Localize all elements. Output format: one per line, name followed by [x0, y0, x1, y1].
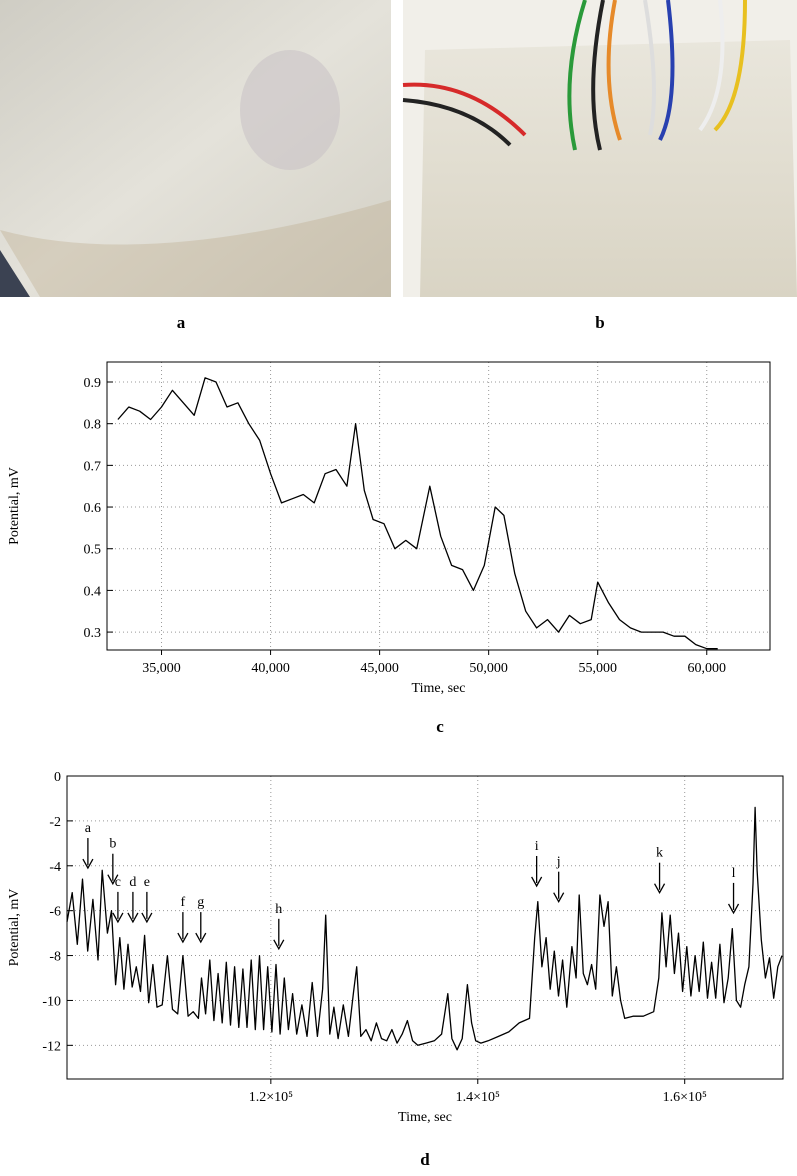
y-tick-label: -4: [49, 860, 61, 875]
y-tick-label: -2: [49, 815, 61, 830]
annotation-label: g: [197, 895, 204, 910]
x-tick-label: 55,000: [578, 661, 617, 676]
y-tick-label: 0: [54, 770, 61, 785]
y-tick-label: 0.9: [84, 376, 102, 391]
data-line: [117, 377, 718, 650]
annotation-label: j: [556, 855, 561, 870]
arrow-head: [112, 912, 124, 924]
annotation-label: i: [535, 839, 539, 854]
y-axis-label: Potential, mV: [7, 467, 22, 545]
data-line: [66, 806, 783, 1051]
y-tick-label: 0.5: [84, 543, 102, 558]
x-tick-label: 50,000: [469, 661, 508, 676]
x-tick-label: 1.4×10⁵: [456, 1090, 500, 1105]
x-tick-label: 35,000: [142, 661, 181, 676]
y-tick-label: -6: [49, 905, 61, 920]
arrow-head: [531, 876, 543, 888]
y-tick-label: 0.7: [84, 459, 102, 474]
arrow-head: [127, 912, 139, 924]
photo-b: [402, 0, 797, 297]
arrow-head: [141, 912, 153, 924]
arrow-head: [653, 883, 666, 895]
plot-frame: [66, 775, 784, 1080]
y-tick-label: 0.4: [84, 584, 102, 599]
panel-label: d: [420, 1150, 430, 1169]
x-tick-label: 45,000: [360, 661, 399, 676]
annotation-label: f: [181, 895, 186, 910]
arrow-head: [195, 932, 207, 944]
photo-a: [0, 0, 391, 297]
annotation-label: l: [732, 866, 736, 881]
annotation-label: c: [115, 875, 121, 890]
y-axis-label: Potential, mV: [7, 889, 22, 967]
arrow-head: [553, 892, 565, 904]
arrow-head: [177, 932, 189, 944]
panel-label: c: [436, 717, 444, 736]
x-tick-label: 40,000: [251, 661, 290, 676]
annotation-label: b: [109, 837, 116, 852]
annotation-label: e: [144, 875, 150, 890]
x-tick-label: 60,000: [688, 661, 727, 676]
panel-label: a: [177, 313, 186, 332]
x-axis-label: Time, sec: [398, 1110, 452, 1125]
x-axis-label: Time, sec: [412, 681, 466, 696]
x-tick-label: 1.6×10⁵: [663, 1090, 707, 1105]
y-tick-label: 0.6: [84, 501, 102, 516]
x-tick-label: 1.2×10⁵: [249, 1090, 293, 1105]
arrow-head: [107, 874, 119, 886]
annotation-label: k: [656, 846, 663, 861]
y-tick-label: -8: [49, 950, 61, 965]
annotation-label: h: [275, 902, 282, 917]
plot-frame: [106, 361, 771, 651]
panel-label: b: [595, 313, 604, 332]
annotation-label: d: [129, 875, 136, 890]
y-tick-label: -10: [42, 994, 61, 1009]
y-tick-label: 0.3: [84, 626, 102, 641]
arrow-head: [727, 903, 740, 915]
annotation-label: a: [85, 821, 92, 836]
y-tick-label: 0.8: [84, 418, 102, 433]
arrow-head: [273, 939, 285, 951]
y-tick-label: -12: [42, 1039, 61, 1054]
arrow-head: [82, 858, 94, 870]
